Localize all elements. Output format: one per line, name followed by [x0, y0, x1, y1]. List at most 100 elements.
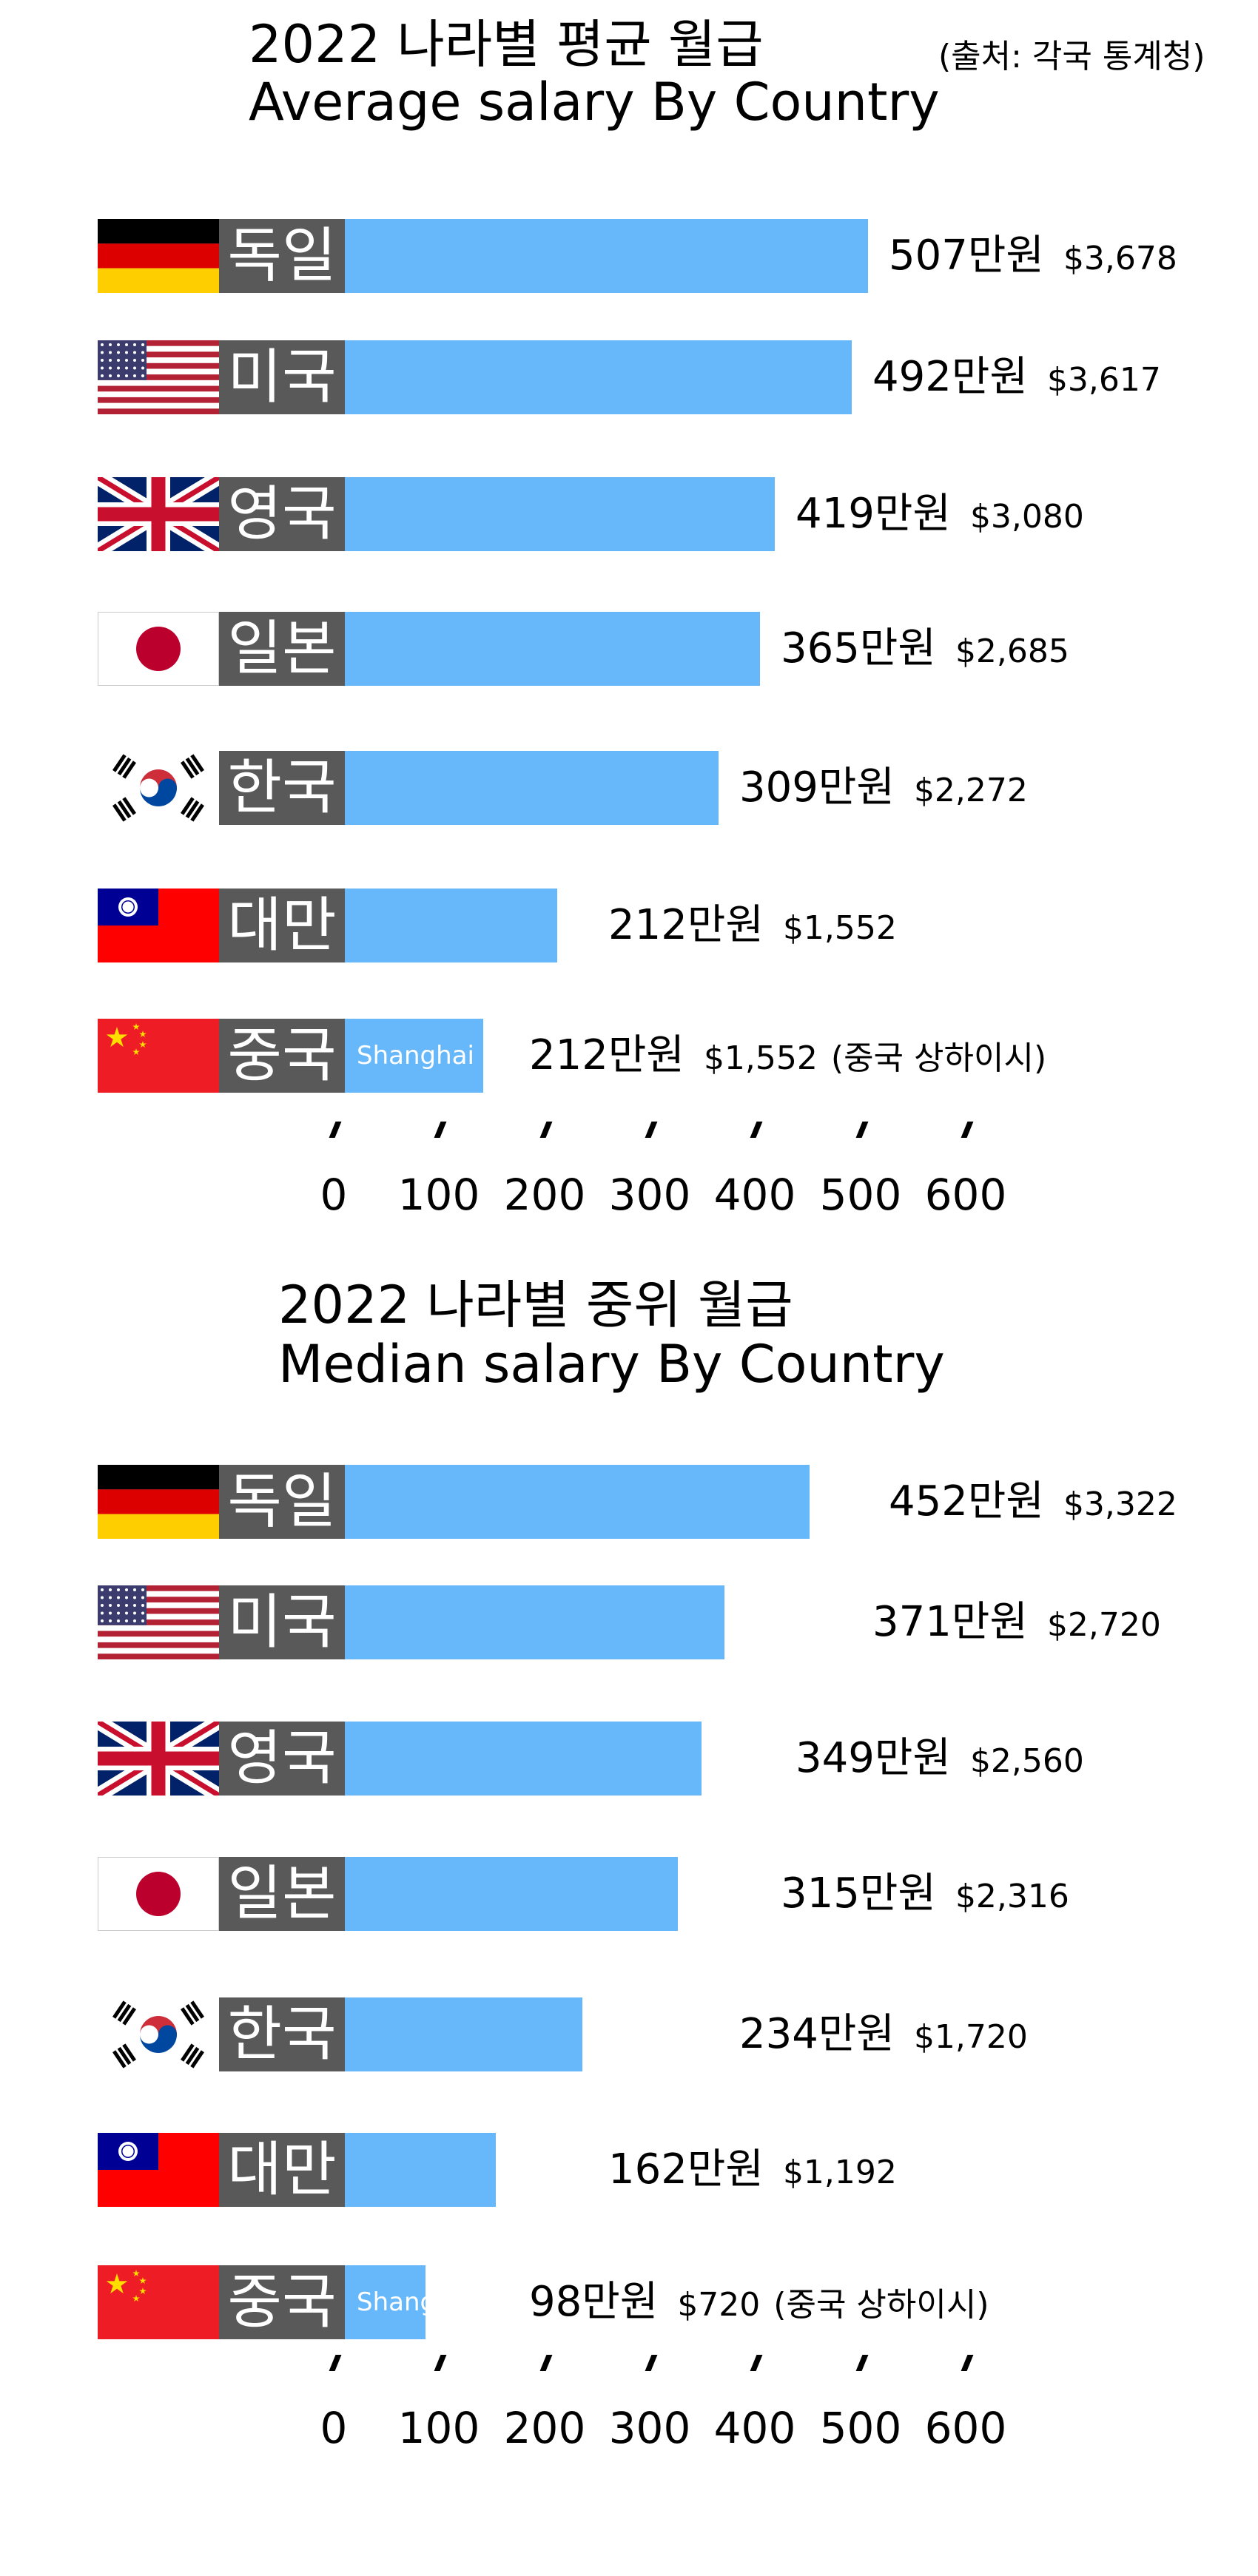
- bar: [345, 219, 868, 293]
- china-flag: [98, 2265, 219, 2339]
- bar: [345, 612, 760, 686]
- usd-value: $2,316: [955, 1878, 1069, 1915]
- country-label: 독일: [219, 219, 345, 293]
- krw-value: 315만원: [781, 1869, 936, 1918]
- bar-row: 미국 371만원 $2,720: [0, 1585, 1258, 1659]
- chart-title-korean: 2022 나라별 중위 월급: [278, 1275, 793, 1335]
- uk-flag: [98, 477, 219, 551]
- country-label: 영국: [219, 477, 345, 551]
- usd-value: $3,678: [1063, 240, 1177, 277]
- country-label: 일본: [219, 612, 345, 686]
- bar-row: 영국 349만원 $2,560: [0, 1722, 1258, 1796]
- value-label: 365만원 $2,685: [781, 612, 1069, 695]
- bar: [345, 1465, 810, 1539]
- bar: Shang: [345, 2265, 426, 2339]
- value-label: 212만원 $1,552 (중국 상하이시): [529, 1019, 1046, 1102]
- country-label: 대만: [219, 889, 345, 962]
- bar-row: 미국 492만원 $3,617: [0, 340, 1258, 414]
- chart-title-english: Average salary By Country: [249, 72, 940, 132]
- japan-flag: [98, 1857, 219, 1931]
- bar: [345, 1722, 702, 1796]
- value-label: 162만원 $1,192: [608, 2133, 897, 2216]
- usa-flag: [98, 1585, 219, 1659]
- usd-value: $2,720: [1046, 1606, 1161, 1644]
- krw-value: 492만원: [872, 353, 1028, 401]
- bar-row: 중국 Shanghai 212만원 $1,552 (중국 상하이시): [0, 1019, 1258, 1093]
- krw-value: 212만원: [529, 1031, 684, 1079]
- bar-inner-label: Shang: [357, 2287, 426, 2317]
- usd-value: $1,192: [782, 2154, 897, 2191]
- bar-inner-label: Shanghai: [357, 1041, 474, 1070]
- x-tick-mark: [750, 1122, 763, 1138]
- median-salary-chart: 2022 나라별 중위 월급 Median salary By Country …: [0, 1258, 1258, 2576]
- bar-row: 대만 212만원 $1,552: [0, 889, 1258, 962]
- chart-title-english: Median salary By Country: [278, 1334, 945, 1395]
- china-flag: [98, 1019, 219, 1093]
- value-label: 234만원 $1,720: [739, 1997, 1028, 2081]
- x-tick-mark: [855, 1122, 869, 1138]
- usd-value: $3,617: [1046, 361, 1161, 399]
- x-tick-mark: [539, 1122, 553, 1138]
- krw-value: 98만원: [529, 2278, 659, 2326]
- krw-value: 371만원: [872, 1598, 1028, 1646]
- germany-flag: [98, 219, 219, 293]
- usd-value: $1,552: [703, 1039, 818, 1077]
- krw-value: 212만원: [608, 901, 764, 949]
- x-tick-mark: [434, 2355, 447, 2371]
- country-label: 한국: [219, 751, 345, 825]
- bar: [345, 477, 775, 551]
- country-label: 중국: [219, 1019, 345, 1093]
- x-tick-mark: [329, 1122, 342, 1138]
- country-label: 한국: [219, 1997, 345, 2071]
- x-tick-label: 100: [397, 1170, 480, 1220]
- x-tick-mark: [539, 2355, 553, 2371]
- value-label: 309만원 $2,272: [739, 751, 1028, 834]
- uk-flag: [98, 1722, 219, 1796]
- bar: [345, 1857, 678, 1931]
- usd-value: $1,552: [782, 909, 897, 947]
- bar-row: 독일 452만원 $3,322: [0, 1465, 1258, 1539]
- bar: [345, 2133, 496, 2207]
- x-tick-label: 0: [320, 2403, 348, 2453]
- taiwan-flag: [98, 2133, 219, 2207]
- x-tick-label: 400: [713, 2403, 796, 2453]
- country-label: 대만: [219, 2133, 345, 2207]
- bar-row: 중국 Shang 98만원 $720 (중국 상하이시): [0, 2265, 1258, 2339]
- x-tick-label: 500: [819, 2403, 902, 2453]
- country-label: 중국: [219, 2265, 345, 2339]
- krw-value: 309만원: [739, 763, 895, 812]
- krw-value: 234만원: [739, 2010, 895, 2058]
- value-label: 315만원 $2,316: [781, 1857, 1069, 1941]
- usa-flag: [98, 340, 219, 414]
- x-tick-label: 300: [608, 2403, 691, 2453]
- x-tick-mark: [329, 2355, 342, 2371]
- bar-row: 대만 162만원 $1,192: [0, 2133, 1258, 2207]
- japan-flag: [98, 612, 219, 686]
- bar: [345, 1997, 582, 2071]
- value-label: 507만원 $3,678: [889, 219, 1177, 303]
- bar-row: 한국 309만원 $2,272: [0, 751, 1258, 825]
- chart-title-korean: 2022 나라별 평균 월급: [249, 14, 764, 75]
- bar: [345, 889, 557, 962]
- bar: Shanghai: [345, 1019, 483, 1093]
- germany-flag: [98, 1465, 219, 1539]
- x-tick-mark: [961, 2355, 974, 2371]
- value-label: 212만원 $1,552: [608, 889, 897, 972]
- bar-row: 일본 315만원 $2,316: [0, 1857, 1258, 1931]
- source-note: (출처: 각국 통계청): [938, 38, 1205, 75]
- x-tick-mark: [961, 1122, 974, 1138]
- krw-value: 452만원: [889, 1477, 1044, 1525]
- average-salary-chart: 2022 나라별 평균 월급 Average salary By Country…: [0, 0, 1258, 1258]
- krw-value: 507만원: [889, 232, 1044, 280]
- x-tick-label: 0: [320, 1170, 348, 1220]
- x-tick-label: 200: [503, 2403, 586, 2453]
- x-tick-mark: [434, 1122, 447, 1138]
- x-tick-mark: [750, 2355, 763, 2371]
- x-tick-label: 600: [924, 2403, 1007, 2453]
- x-tick-mark: [855, 2355, 869, 2371]
- value-label: 349만원 $2,560: [796, 1722, 1084, 1805]
- country-label: 영국: [219, 1722, 345, 1796]
- country-label: 독일: [219, 1465, 345, 1539]
- value-note: (중국 상하이시): [830, 1039, 1047, 1077]
- usd-value: $2,560: [969, 1742, 1084, 1780]
